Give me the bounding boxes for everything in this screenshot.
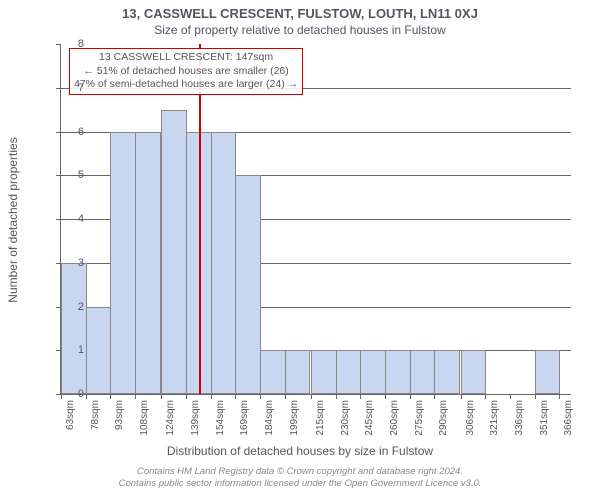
footer-attribution: Contains HM Land Registry data © Crown c…: [0, 466, 600, 491]
histogram-bar: [211, 132, 237, 395]
xtick-mark: [434, 394, 435, 399]
xtick-mark: [235, 394, 236, 399]
histogram-bar: [235, 175, 261, 394]
annotation-box: 13 CASSWELL CRESCENT: 147sqm← 51% of det…: [69, 48, 303, 95]
footer-line-2: Contains public sector information licen…: [119, 478, 482, 489]
xtick-mark: [559, 394, 560, 399]
chart-container: 13, CASSWELL CRESCENT, FULSTOW, LOUTH, L…: [0, 0, 600, 500]
histogram-bar: [61, 263, 87, 394]
xtick-mark: [260, 394, 261, 399]
xtick-label: 260sqm: [389, 400, 400, 436]
xtick-label: 124sqm: [165, 400, 176, 436]
ytick-label: 7: [78, 82, 84, 94]
ytick-label: 6: [78, 126, 84, 138]
xtick-mark: [110, 394, 111, 399]
xtick-mark: [336, 394, 337, 399]
xtick-mark: [410, 394, 411, 399]
xtick-label: 108sqm: [139, 400, 150, 436]
xtick-mark: [61, 394, 62, 399]
xtick-label: 154sqm: [215, 400, 226, 436]
xtick-mark: [360, 394, 361, 399]
xtick-label: 245sqm: [364, 400, 375, 436]
xtick-label: 184sqm: [264, 400, 275, 436]
xtick-mark: [285, 394, 286, 399]
ytick-label: 8: [78, 38, 84, 50]
xtick-mark: [135, 394, 136, 399]
xtick-mark: [510, 394, 511, 399]
xtick-label: 321sqm: [489, 400, 500, 436]
histogram-bar: [461, 350, 487, 394]
ytick-label: 0: [78, 388, 84, 400]
histogram-bar: [410, 350, 436, 394]
xtick-mark: [186, 394, 187, 399]
histogram-bar: [110, 132, 136, 395]
xtick-label: 366sqm: [563, 400, 574, 436]
histogram-bar: [260, 350, 286, 394]
histogram-bar: [161, 110, 187, 394]
xtick-label: 199sqm: [289, 400, 300, 436]
xtick-label: 215sqm: [315, 400, 326, 436]
ytick-label: 4: [78, 213, 84, 225]
xtick-label: 351sqm: [539, 400, 550, 436]
xtick-label: 78sqm: [90, 400, 101, 430]
histogram-bar: [535, 350, 561, 394]
ytick-mark: [56, 88, 61, 89]
y-axis-label: Number of detached properties: [6, 137, 20, 302]
histogram-bar: [135, 132, 161, 395]
xtick-mark: [311, 394, 312, 399]
ytick-mark: [56, 175, 61, 176]
xtick-label: 63sqm: [65, 400, 76, 430]
ytick-mark: [56, 219, 61, 220]
xtick-mark: [385, 394, 386, 399]
xtick-label: 290sqm: [438, 400, 449, 436]
xtick-label: 93sqm: [114, 400, 125, 430]
xtick-label: 306sqm: [465, 400, 476, 436]
ytick-label: 3: [78, 257, 84, 269]
plot-area: 63sqm78sqm93sqm108sqm124sqm139sqm154sqm1…: [60, 44, 571, 395]
xtick-mark: [161, 394, 162, 399]
histogram-bar: [434, 350, 460, 394]
footer-line-1: Contains HM Land Registry data © Crown c…: [137, 466, 463, 477]
xtick-mark: [485, 394, 486, 399]
xtick-mark: [211, 394, 212, 399]
xtick-label: 336sqm: [514, 400, 525, 436]
xtick-label: 169sqm: [239, 400, 250, 436]
ytick-label: 5: [78, 169, 84, 181]
ytick-mark: [56, 132, 61, 133]
xtick-mark: [535, 394, 536, 399]
reference-line: [199, 44, 201, 394]
xtick-label: 230sqm: [340, 400, 351, 436]
histogram-bar: [86, 307, 112, 395]
ytick-label: 2: [78, 301, 84, 313]
xtick-label: 275sqm: [414, 400, 425, 436]
histogram-bar: [360, 350, 386, 394]
title-line-2: Size of property relative to detached ho…: [0, 21, 600, 37]
histogram-bar: [385, 350, 411, 394]
histogram-bar: [311, 350, 337, 394]
ytick-label: 1: [78, 344, 84, 356]
x-axis-label: Distribution of detached houses by size …: [0, 444, 600, 458]
ytick-mark: [56, 44, 61, 45]
histogram-bar: [285, 350, 311, 394]
xtick-mark: [86, 394, 87, 399]
xtick-mark: [461, 394, 462, 399]
histogram-bar: [336, 350, 362, 394]
xtick-label: 139sqm: [190, 400, 201, 436]
title-line-1: 13, CASSWELL CRESCENT, FULSTOW, LOUTH, L…: [0, 0, 600, 21]
